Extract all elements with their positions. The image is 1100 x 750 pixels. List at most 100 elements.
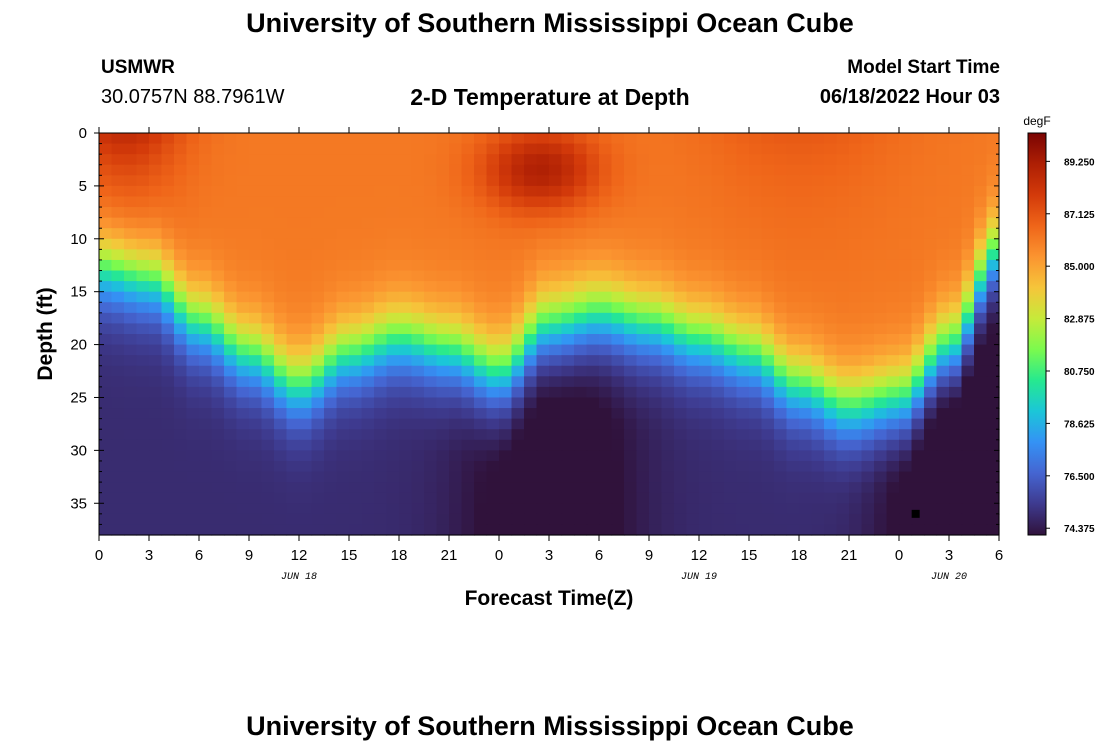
- heatmap-cell: [611, 344, 625, 356]
- heatmap-cell: [536, 249, 550, 261]
- heatmap-cell: [224, 450, 238, 462]
- heatmap-cell: [286, 482, 300, 494]
- heatmap-cell: [861, 312, 875, 325]
- heatmap-cell: [549, 185, 563, 198]
- heatmap-cell: [961, 175, 975, 187]
- heatmap-cell: [561, 228, 575, 240]
- heatmap-cell: [399, 365, 413, 377]
- heatmap-cell: [749, 513, 763, 526]
- heatmap-cell: [624, 334, 638, 346]
- heatmap-cell: [874, 439, 888, 451]
- heatmap-cell: [799, 291, 813, 303]
- heatmap-cell: [924, 408, 938, 420]
- heatmap-cell: [486, 450, 500, 462]
- heatmap-cell: [799, 238, 813, 250]
- heatmap-cell: [124, 291, 138, 303]
- heatmap-cell: [649, 281, 663, 293]
- heatmap-cell: [836, 503, 850, 515]
- heatmap-cell: [949, 270, 963, 282]
- heatmap-cell: [974, 154, 988, 166]
- heatmap-cell: [236, 154, 250, 166]
- heatmap-cell: [511, 185, 525, 198]
- heatmap-cell: [561, 492, 575, 504]
- heatmap-cell: [186, 302, 200, 314]
- heatmap-cell: [224, 164, 238, 176]
- heatmap-cell: [324, 238, 338, 250]
- heatmap-cell: [961, 238, 975, 250]
- heatmap-cell: [836, 312, 850, 325]
- heatmap-cell: [299, 164, 313, 176]
- heatmap-cell: [249, 334, 263, 346]
- heatmap-cell: [324, 143, 338, 155]
- heatmap-cell: [549, 503, 563, 515]
- heatmap-cell: [699, 460, 713, 473]
- heatmap-cell: [311, 185, 325, 198]
- heatmap-cell: [749, 238, 763, 250]
- heatmap-cell: [149, 344, 163, 356]
- heatmap-cell: [949, 302, 963, 314]
- heatmap-cell: [149, 228, 163, 240]
- heatmap-cell: [786, 238, 800, 250]
- heatmap-cell: [374, 133, 388, 145]
- heatmap-cell: [811, 270, 825, 282]
- heatmap-cell: [724, 524, 738, 536]
- heatmap-cell: [586, 482, 600, 494]
- heatmap-cell: [311, 418, 325, 430]
- heatmap-cell: [374, 334, 388, 346]
- heatmap-cell: [686, 185, 700, 198]
- heatmap-cell: [361, 164, 375, 176]
- heatmap-cell: [561, 460, 575, 473]
- heatmap-cell: [561, 164, 575, 176]
- heatmap-cell: [474, 471, 488, 483]
- heatmap-cell: [224, 302, 238, 314]
- heatmap-cell: [686, 429, 700, 441]
- heatmap-cell: [611, 482, 625, 494]
- heatmap-cell: [799, 460, 813, 473]
- heatmap-cell: [99, 270, 113, 282]
- heatmap-cell: [499, 259, 513, 272]
- heatmap-cell: [786, 344, 800, 356]
- heatmap-cell: [711, 408, 725, 420]
- heatmap-cell: [236, 302, 250, 314]
- heatmap-cell: [949, 281, 963, 293]
- heatmap-cell: [949, 143, 963, 155]
- heatmap-cell: [386, 249, 400, 261]
- heatmap-cell: [611, 450, 625, 462]
- heatmap-cell: [436, 154, 450, 166]
- heatmap-cell: [586, 334, 600, 346]
- heatmap-cell: [799, 344, 813, 356]
- heatmap-cell: [836, 524, 850, 536]
- heatmap-cell: [174, 154, 188, 166]
- heatmap-cell: [536, 217, 550, 229]
- heatmap-cell: [274, 143, 288, 155]
- heatmap-cell: [699, 196, 713, 208]
- heatmap-cell: [586, 408, 600, 420]
- heatmap-cell: [449, 503, 463, 515]
- heatmap-cell: [899, 291, 913, 303]
- heatmap-cell: [424, 334, 438, 346]
- heatmap-cell: [811, 175, 825, 187]
- heatmap-cell: [299, 133, 313, 145]
- heatmap-cell: [99, 344, 113, 356]
- heatmap-cell: [574, 323, 588, 335]
- heatmap-cell: [324, 164, 338, 176]
- heatmap-cell: [399, 460, 413, 473]
- heatmap-cell: [924, 185, 938, 198]
- heatmap-cell: [649, 143, 663, 155]
- heatmap-cell: [361, 259, 375, 272]
- heatmap-cell: [424, 397, 438, 409]
- heatmap-cell: [411, 312, 425, 325]
- y-axis-title: Depth (ft): [34, 287, 57, 380]
- heatmap-cell: [424, 249, 438, 261]
- heatmap-cell: [724, 503, 738, 515]
- heatmap-cell: [586, 259, 600, 272]
- heatmap-cell: [299, 259, 313, 272]
- heatmap-cell: [111, 334, 125, 346]
- heatmap-cell: [499, 513, 513, 526]
- heatmap-cell: [599, 355, 613, 367]
- heatmap-cell: [636, 196, 650, 208]
- heatmap-cell: [499, 418, 513, 430]
- heatmap-cell: [311, 471, 325, 483]
- heatmap-cell: [436, 397, 450, 409]
- heatmap-cell: [336, 185, 350, 198]
